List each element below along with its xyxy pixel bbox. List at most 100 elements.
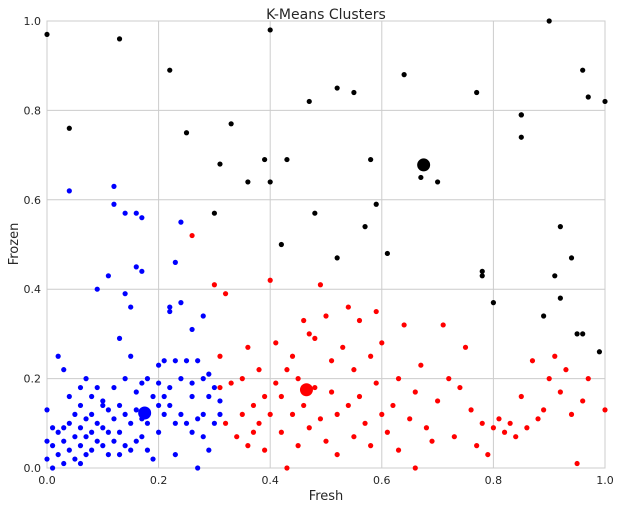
data-point	[485, 451, 491, 458]
data-point	[94, 438, 100, 444]
data-point	[474, 89, 480, 96]
data-point	[200, 411, 206, 417]
data-point	[284, 367, 290, 373]
data-point	[323, 438, 329, 444]
data-point	[256, 367, 262, 373]
data-point	[317, 282, 324, 288]
data-point	[273, 380, 279, 386]
data-point	[111, 384, 117, 391]
data-point	[395, 447, 402, 453]
data-point	[395, 376, 402, 382]
x-tick-label: 1.0	[596, 474, 614, 487]
data-point	[356, 317, 363, 324]
data-point	[546, 18, 552, 24]
data-point	[200, 313, 206, 319]
data-point	[172, 259, 178, 265]
data-point	[228, 380, 234, 386]
data-point	[379, 340, 385, 346]
data-point	[278, 429, 284, 435]
data-point	[529, 358, 536, 364]
data-point	[541, 313, 547, 319]
data-point	[312, 384, 318, 391]
data-point	[574, 460, 580, 467]
data-point	[535, 416, 541, 422]
data-point	[546, 376, 552, 382]
data-point	[139, 215, 145, 221]
data-point	[490, 300, 496, 306]
data-point	[105, 429, 111, 435]
data-point	[150, 456, 156, 462]
data-point	[105, 407, 111, 413]
data-point	[580, 67, 586, 73]
data-point	[105, 273, 111, 279]
data-point	[518, 393, 524, 400]
data-point	[602, 407, 608, 413]
data-point	[580, 398, 586, 404]
data-point	[340, 344, 346, 350]
data-point	[568, 411, 575, 417]
data-point	[262, 393, 268, 400]
data-point	[518, 134, 524, 140]
data-point	[580, 331, 586, 337]
data-point	[44, 438, 50, 444]
data-point	[206, 447, 212, 453]
data-point	[139, 268, 145, 274]
data-point	[284, 465, 290, 471]
data-point	[557, 224, 563, 230]
data-point	[301, 317, 307, 324]
data-point	[289, 353, 296, 359]
data-point	[72, 411, 78, 417]
data-point	[150, 393, 156, 400]
data-point	[557, 295, 563, 301]
data-point	[133, 407, 139, 413]
data-point	[122, 411, 128, 417]
data-point	[362, 420, 368, 426]
data-point	[474, 443, 480, 449]
data-point	[401, 72, 407, 78]
data-point	[195, 465, 201, 471]
data-point	[373, 308, 379, 315]
data-point	[167, 384, 173, 391]
data-point	[211, 384, 217, 391]
data-point	[77, 443, 84, 449]
data-point	[172, 358, 178, 364]
data-point	[267, 27, 273, 33]
data-point	[368, 443, 374, 449]
data-point	[267, 411, 273, 417]
data-point	[77, 425, 84, 431]
data-point	[183, 358, 190, 364]
data-point	[501, 429, 508, 435]
data-point	[239, 376, 245, 382]
data-point	[407, 416, 413, 422]
data-point	[217, 353, 223, 359]
data-point	[61, 460, 67, 467]
x-tick-labels: 0.0 0.2 0.4 0.6 0.8 1.0	[38, 474, 614, 487]
data-point	[273, 340, 279, 346]
y-tick-label: 1.0	[24, 15, 42, 28]
data-point	[66, 393, 72, 400]
data-point	[116, 429, 123, 435]
data-point	[239, 411, 245, 417]
plot-area	[46, 20, 606, 469]
data-point	[200, 434, 206, 440]
data-point	[289, 411, 296, 417]
data-point	[61, 367, 67, 373]
data-point	[94, 286, 100, 292]
data-point	[122, 210, 128, 216]
data-point	[468, 407, 474, 413]
data-point	[172, 420, 178, 426]
data-point	[457, 384, 463, 391]
data-point	[83, 416, 89, 422]
data-point	[83, 434, 89, 440]
data-point	[116, 451, 123, 458]
data-point	[89, 447, 95, 453]
data-point	[524, 425, 530, 431]
data-point	[77, 402, 84, 409]
data-point	[55, 429, 61, 435]
data-point	[183, 420, 190, 426]
y-tick-label: 0.8	[24, 104, 42, 117]
data-point	[189, 380, 195, 386]
data-point	[156, 380, 162, 386]
data-point	[211, 210, 217, 216]
data-point	[351, 434, 357, 440]
